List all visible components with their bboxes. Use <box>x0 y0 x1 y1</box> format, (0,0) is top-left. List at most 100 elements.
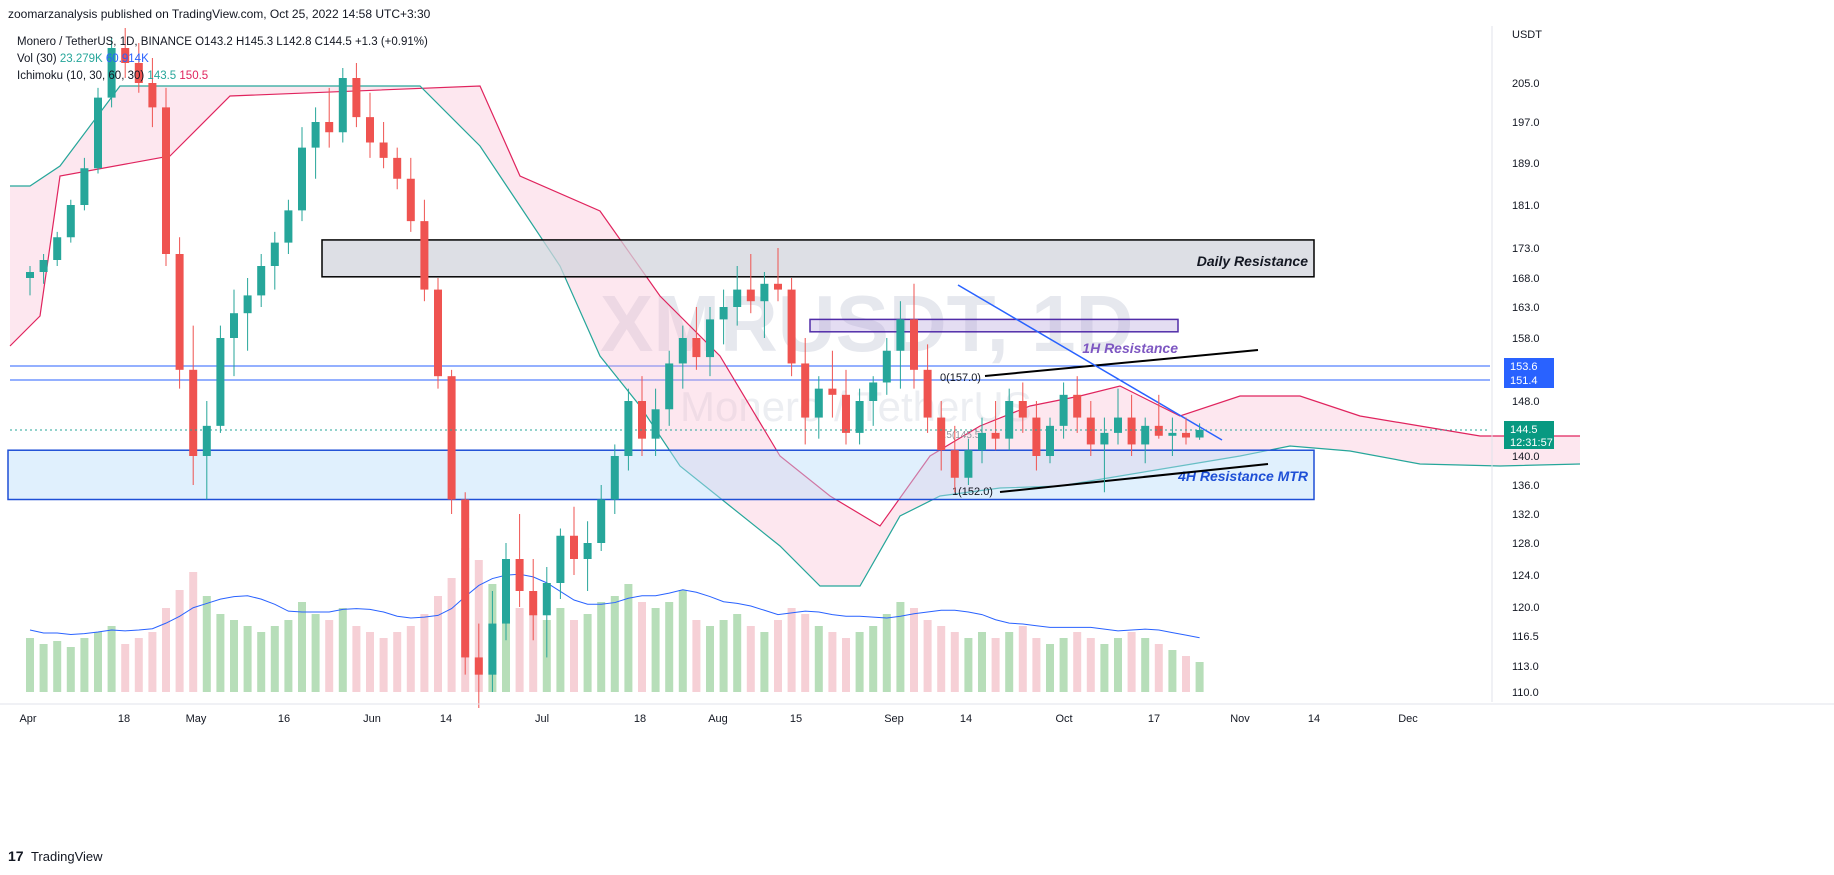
level-tag-153: 153.6 <box>1510 361 1538 373</box>
volume-bar <box>760 632 769 692</box>
volume-bar <box>692 620 701 692</box>
volume-bar <box>1127 632 1136 692</box>
x-tick-label: 14 <box>960 713 972 725</box>
volume-bar <box>910 608 918 692</box>
candle-body <box>1073 394 1082 418</box>
volume-bar <box>311 614 320 692</box>
volume-bar <box>1059 638 1068 692</box>
volume-bar <box>1032 638 1041 692</box>
candle-body <box>787 289 796 364</box>
x-tick-label: 18 <box>634 713 646 725</box>
candle-body <box>270 242 279 266</box>
candle-body <box>366 117 374 143</box>
volume-bar <box>1005 632 1014 692</box>
tradingview-brand: TradingView <box>30 849 103 864</box>
volume-bar <box>651 608 660 692</box>
volume-bar <box>1073 632 1082 692</box>
volume-bar <box>814 626 823 692</box>
x-tick-label: Nov <box>1230 713 1250 725</box>
candle-body <box>175 254 184 370</box>
candle-body <box>488 623 497 675</box>
volume-bar <box>869 626 878 692</box>
candle-body <box>665 363 674 410</box>
y-tick-label: 148.0 <box>1512 396 1540 408</box>
zone-daily-resistance <box>321 239 1315 278</box>
candle-body <box>202 425 211 456</box>
volume-bar <box>624 584 633 692</box>
ichimoku-value-2: 150.5 <box>179 70 209 82</box>
volume-bar <box>583 614 592 692</box>
volume-bar <box>597 602 606 692</box>
flag-upper-line <box>984 349 1259 377</box>
volume-bar <box>379 638 388 692</box>
y-tick-label: 136.0 <box>1512 480 1540 492</box>
volume-bar <box>298 602 306 692</box>
candle-body <box>719 307 728 320</box>
candle-body <box>393 157 402 179</box>
y-tick-label: 120.0 <box>1512 602 1540 614</box>
volume-bar <box>243 626 252 692</box>
candle-body <box>420 221 429 290</box>
volume-bar <box>665 602 674 692</box>
volume-label: Vol (30) <box>17 53 57 65</box>
y-tick-label: 132.0 <box>1512 509 1540 521</box>
volume-bar <box>80 638 89 692</box>
volume-bar <box>678 590 687 692</box>
candle-body <box>1018 401 1027 418</box>
volume-bar <box>107 626 116 692</box>
y-tick-label: 181.0 <box>1512 200 1540 212</box>
volume-bar <box>774 620 782 692</box>
candle-body <box>447 376 456 500</box>
candle-body <box>964 450 973 478</box>
candle-body <box>121 48 130 63</box>
x-tick-label: 14 <box>1308 713 1320 725</box>
volume-bar <box>855 632 864 692</box>
candle-body <box>515 559 524 591</box>
label-1h-resistance: 1H Resistance <box>1082 340 1178 356</box>
x-tick-label: Aug <box>708 713 728 725</box>
candle-body <box>216 338 225 426</box>
candle-body <box>257 266 266 296</box>
volume-bar <box>882 614 891 692</box>
level-tag-153-bg <box>1504 358 1554 374</box>
ichimoku-line: Ichimoku (10, 30, 60, 30) 143.5 150.5 <box>17 68 428 85</box>
volume-bar <box>338 608 347 692</box>
volume-bar <box>148 632 157 692</box>
volume-ma-line <box>29 573 1200 639</box>
candle-body <box>284 210 293 243</box>
candle-body <box>610 456 619 500</box>
y-tick-label: 168.0 <box>1512 273 1540 285</box>
label-4h-resistance: 4H Resistance MTR <box>1177 468 1309 484</box>
x-tick-label: 16 <box>278 713 290 725</box>
volume-bar <box>923 620 932 692</box>
candle-body <box>597 499 606 543</box>
y-tick-label: 140.0 <box>1512 451 1540 463</box>
candle-body <box>1059 394 1068 426</box>
candle-body <box>134 63 143 83</box>
volume-bar <box>746 626 755 692</box>
candle-body <box>651 409 660 439</box>
candle-body <box>991 432 1000 439</box>
volume-bar <box>406 626 415 692</box>
volume-bar <box>896 602 905 692</box>
volume-bar <box>570 620 578 692</box>
y-tick-label: 124.0 <box>1512 570 1540 582</box>
volume-bar <box>94 632 102 692</box>
candle-body <box>406 178 415 222</box>
volume-bar <box>352 626 361 692</box>
candle-body <box>1182 432 1190 438</box>
volume-bar <box>937 626 946 692</box>
candle-body <box>162 107 170 254</box>
candle-body <box>1127 417 1136 445</box>
volume-bar <box>447 578 456 692</box>
volume-bar <box>420 614 429 692</box>
x-tick-label: 14 <box>440 713 452 725</box>
watermark-symbol: XMRUSDT, 1D <box>600 279 1133 368</box>
candle-body <box>950 450 959 478</box>
candle-body <box>814 388 823 418</box>
candle-body <box>1086 417 1095 445</box>
volume-bar <box>1154 644 1163 692</box>
candle-body <box>243 295 252 314</box>
candle-body <box>542 583 551 616</box>
